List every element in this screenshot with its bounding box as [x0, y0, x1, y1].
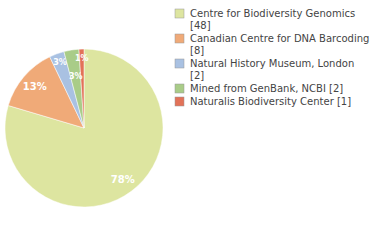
- legend-swatch: [175, 9, 184, 18]
- legend: Centre for Biodiversity Genomics[48]Cana…: [175, 8, 369, 107]
- legend-label: Centre for Biodiversity Genomics[48]: [190, 8, 355, 31]
- data-label: 13%: [23, 81, 47, 92]
- legend-label: Naturalis Biodiversity Center [1]: [190, 96, 351, 107]
- legend-swatch: [175, 59, 184, 68]
- data-label: 3%: [53, 58, 67, 67]
- data-label: 78%: [111, 174, 135, 185]
- pie-slice: [5, 49, 163, 207]
- legend-swatch: [175, 97, 184, 106]
- data-labels: 78% 13% 3%3% 1%: [23, 54, 135, 185]
- data-label: 3%: [69, 72, 83, 81]
- chart: 78% 13% 3%3% 1% Centre for Biodiversity Geno…: [0, 0, 380, 240]
- legend-label: Canadian Centre for DNA Barcoding[8]: [190, 33, 369, 56]
- pie: [5, 49, 163, 207]
- legend-swatch: [175, 84, 184, 93]
- data-label: 1%: [75, 54, 89, 63]
- legend-swatch: [175, 34, 184, 43]
- legend-label: Natural History Museum, London[2]: [190, 58, 354, 81]
- legend-label: Mined from GenBank, NCBI [2]: [190, 83, 343, 94]
